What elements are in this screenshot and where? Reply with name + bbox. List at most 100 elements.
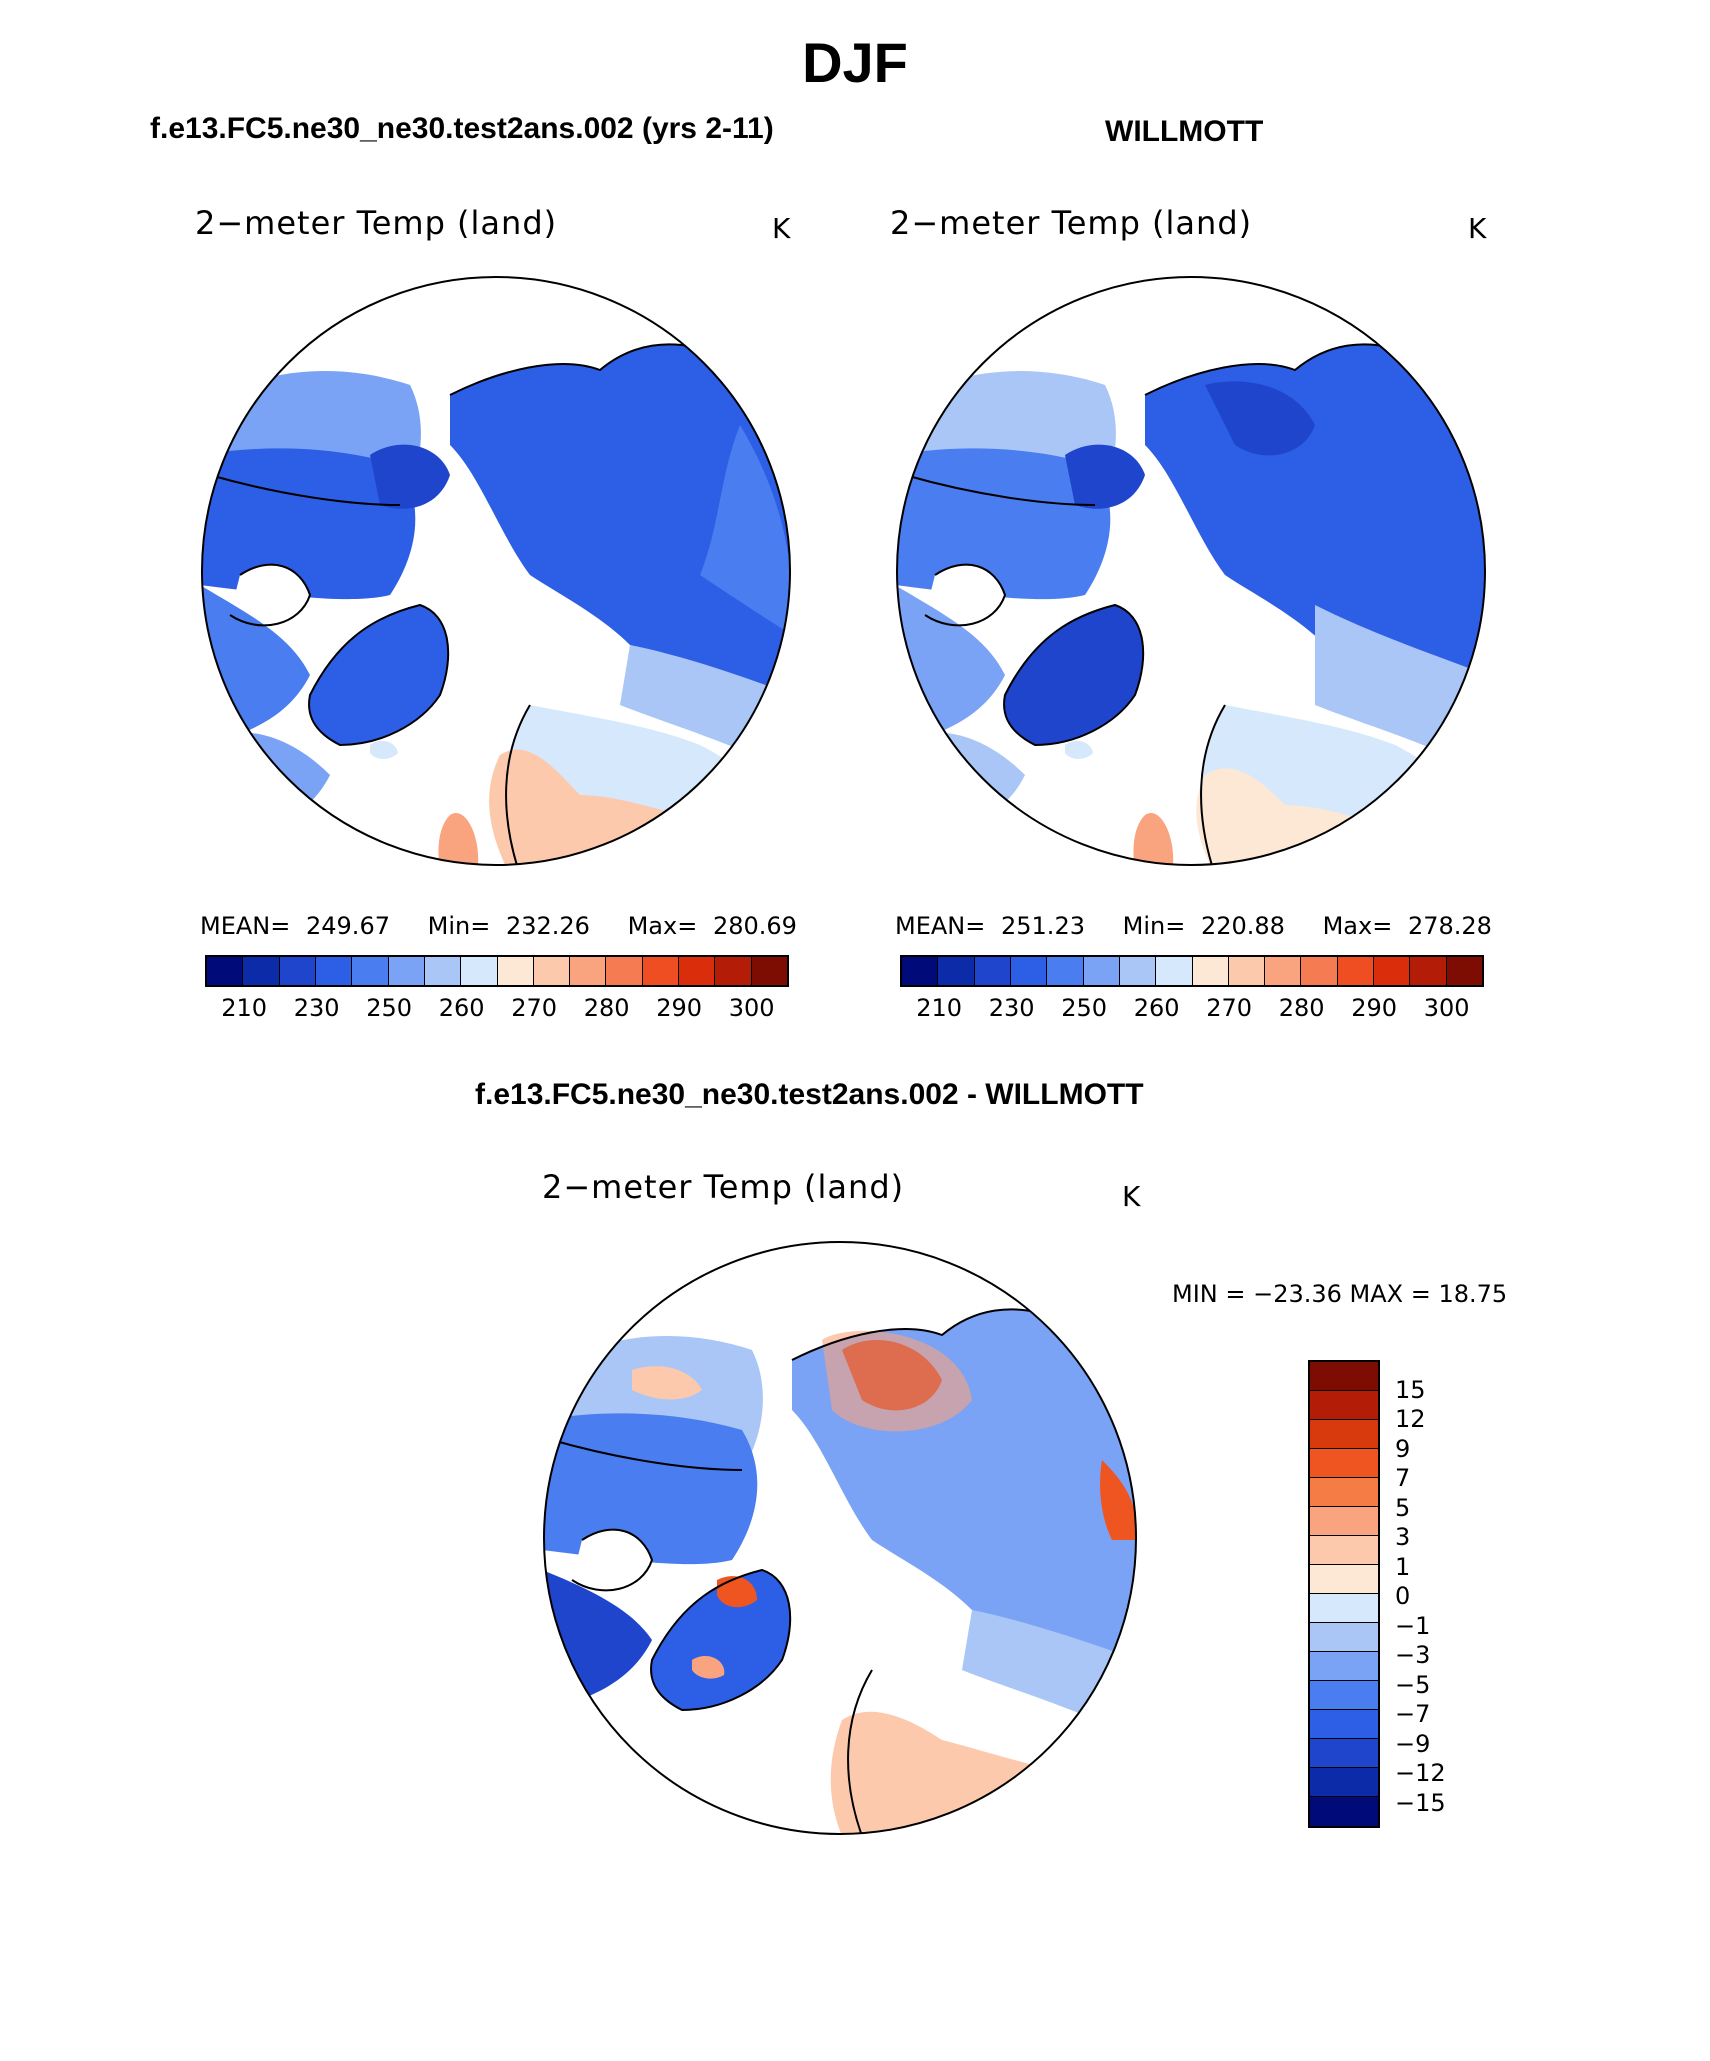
- colorbar-tick-label: 250: [366, 994, 413, 1022]
- colorbar-tick-label: 270: [511, 994, 558, 1022]
- colorbar-box: [1310, 1681, 1378, 1710]
- colorbar-box: [1083, 957, 1120, 985]
- greenland-warm-2: [692, 1655, 725, 1679]
- uk-region: [438, 813, 479, 865]
- colorbar-box: [1265, 957, 1302, 985]
- panel-1-polar-map: [201, 276, 791, 866]
- colorbar-tick-label: 290: [656, 994, 703, 1022]
- colorbar-box: [1192, 957, 1229, 985]
- colorbar-box: [243, 957, 280, 985]
- panel-1-unit: K: [772, 212, 791, 245]
- colorbar-box: [461, 957, 498, 985]
- colorbar-tick-label: 300: [1423, 994, 1470, 1022]
- iceland-region: [370, 740, 398, 759]
- colorbar-box: [533, 957, 571, 985]
- colorbar-box: [1310, 1449, 1378, 1478]
- colorbar-tick-label: 210: [221, 994, 268, 1022]
- colorbar-box: [388, 957, 425, 985]
- colorbar-box: [642, 957, 680, 985]
- colorbar-box: [938, 957, 975, 985]
- colorbar-box: [1310, 1797, 1378, 1826]
- east-asia-warm: [1100, 1460, 1136, 1540]
- colorbar-box: [1310, 1565, 1378, 1594]
- colorbar-tick-label: −5: [1395, 1670, 1431, 1699]
- colorbar-tick-label: 270: [1206, 994, 1253, 1022]
- colorbar-box: [352, 957, 389, 985]
- greenland-region: [1004, 605, 1144, 745]
- panel-2-variable-label: 2−meter Temp (land): [890, 204, 1253, 242]
- colorbar-box: [902, 957, 939, 985]
- diff-colorbar-ticks: 15 12 9 7 5 3 1 0 −1 −3 −5 −7 −9 −12 −15: [1395, 1360, 1475, 1830]
- colorbar-box: [751, 957, 787, 985]
- colorbar-box: [1310, 1420, 1378, 1449]
- colorbar-box: [424, 957, 462, 985]
- colorbar-box: [497, 957, 534, 985]
- colorbar-tick-label: 250: [1061, 994, 1108, 1022]
- colorbar-box: [1337, 957, 1375, 985]
- east-asia-region: [700, 425, 790, 635]
- colorbar-box: [279, 957, 316, 985]
- colorbar-tick-label: 1: [1395, 1552, 1411, 1581]
- panel-2-colorbar: [900, 955, 1484, 987]
- colorbar-box: [1228, 957, 1266, 985]
- colorbar-box: [606, 957, 643, 985]
- colorbar-box: [1010, 957, 1048, 985]
- colorbar-box: [1374, 957, 1411, 985]
- colorbar-box: [1301, 957, 1338, 985]
- colorbar-box: [1310, 1710, 1378, 1739]
- diff-unit: K: [1122, 1180, 1141, 1213]
- colorbar-box: [679, 957, 716, 985]
- colorbar-box: [1310, 1594, 1378, 1623]
- colorbar-tick-label: 280: [1278, 994, 1325, 1022]
- colorbar-box: [1156, 957, 1193, 985]
- colorbar-tick-label: 230: [988, 994, 1035, 1022]
- arctic-islands-region: [1065, 444, 1145, 509]
- panel-2-mean-value: 251.23: [1001, 912, 1085, 940]
- colorbar-box: [1446, 957, 1482, 985]
- colorbar-box: [1047, 957, 1084, 985]
- figure-title: DJF: [802, 31, 908, 94]
- panel-2-stats: MEAN= 251.23 Min= 220.88 Max= 278.28: [895, 912, 1492, 940]
- panel-1-max-value: 280.69: [712, 912, 797, 940]
- diff-variable-label: 2−meter Temp (land): [542, 1168, 905, 1206]
- colorbar-tick-label: −15: [1395, 1788, 1446, 1817]
- colorbar-box: [715, 957, 752, 985]
- hudson-bay-ocean: [925, 564, 1005, 626]
- diff-case-title: f.e13.FC5.ne30_ne30.test2ans.002 - WILLM…: [475, 1078, 1144, 1111]
- colorbar-tick-label: 15: [1395, 1375, 1426, 1404]
- siberia-warm-halo: [822, 1330, 972, 1432]
- panel-2-min-value: 220.88: [1200, 912, 1285, 940]
- colorbar-box: [1310, 1507, 1378, 1536]
- alaska-warm: [632, 1366, 702, 1400]
- colorbar-tick-label: 260: [438, 994, 485, 1022]
- canada-region: [544, 1413, 758, 1565]
- colorbar-box: [1119, 957, 1157, 985]
- panel-2-max-value: 278.28: [1407, 912, 1492, 940]
- colorbar-box: [570, 957, 607, 985]
- diff-colorbar: [1308, 1360, 1380, 1828]
- diff-min-max: MIN = −23.36 MAX = 18.75: [1172, 1280, 1508, 1308]
- greenland-region: [651, 1570, 791, 1710]
- greenland-region: [309, 605, 449, 745]
- colorbar-box: [1310, 1478, 1378, 1507]
- panel-1-colorbar: [205, 955, 789, 987]
- colorbar-tick-label: 210: [916, 994, 963, 1022]
- panel-1-mean-value: 249.67: [306, 912, 390, 940]
- colorbar-tick-label: 0: [1395, 1582, 1411, 1610]
- hudson-bay-ocean: [230, 564, 310, 626]
- panel-2-polar-map: [896, 276, 1486, 866]
- panel-1-min-value: 232.26: [505, 912, 590, 940]
- panel-1-mean-label: MEAN=: [200, 912, 291, 940]
- panel-1-variable-label: 2−meter Temp (land): [195, 204, 558, 242]
- colorbar-tick-label: 3: [1395, 1523, 1411, 1551]
- colorbar-tick-label: 7: [1395, 1464, 1411, 1492]
- colorbar-tick-label: −1: [1395, 1611, 1431, 1640]
- uk-region: [1133, 813, 1174, 865]
- colorbar-tick-label: 300: [728, 994, 775, 1022]
- colorbar-tick-label: −9: [1395, 1729, 1431, 1758]
- colorbar-tick-label: 290: [1351, 994, 1398, 1022]
- colorbar-box: [315, 957, 353, 985]
- panel-2-min-label: Min=: [1122, 912, 1186, 940]
- arctic-islands-region: [370, 444, 450, 509]
- hudson-bay-ocean: [572, 1529, 652, 1591]
